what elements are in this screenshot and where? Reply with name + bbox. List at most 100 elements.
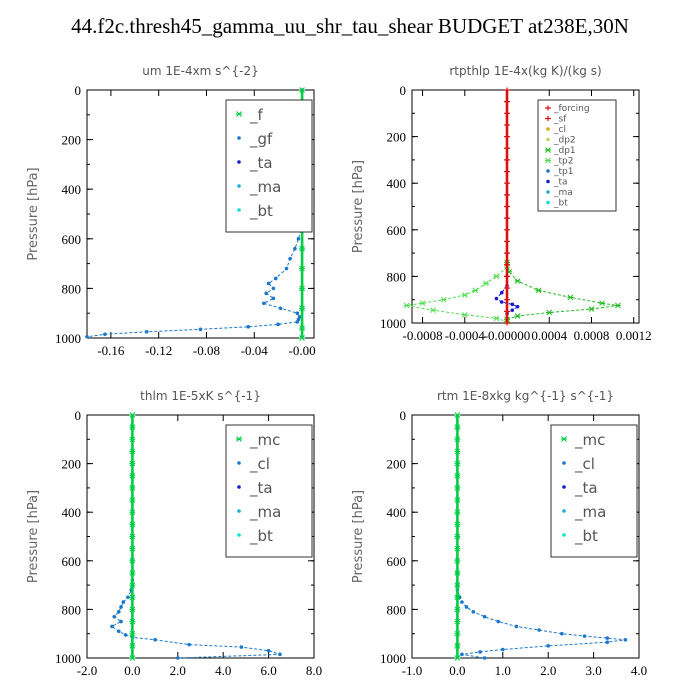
series-dp1: [504, 259, 621, 323]
data-point: [144, 330, 149, 334]
data-point: [454, 497, 461, 503]
legend-item: _bt: [574, 527, 598, 546]
y-tick-label: 600: [62, 232, 82, 247]
legend-marker: [237, 160, 241, 164]
x-tick-label: 6.0: [260, 663, 276, 678]
legend-item: _f: [249, 106, 264, 125]
data-point: [454, 630, 461, 637]
data-point: [504, 157, 511, 163]
panel-title: um 1E-4xm s^{-2}: [142, 64, 258, 78]
data-point: [582, 634, 587, 638]
data-point: [588, 306, 595, 312]
data-point: [129, 582, 136, 588]
legend-marker: [545, 116, 551, 121]
legend: _mc _cl _ta _ma _bt: [225, 424, 313, 558]
data-point: [273, 276, 278, 281]
data-point: [605, 636, 610, 640]
panel-2: rtpthlp 1E-4x(kg K)/(kg s) Pressure [hPa]…: [351, 64, 652, 343]
data-point: [121, 600, 126, 604]
data-point: [504, 308, 511, 314]
x-tick-label: -2.0: [77, 663, 98, 678]
data-point: [454, 460, 461, 467]
y-tick-label: 0: [75, 408, 82, 423]
legend-marker: [546, 190, 550, 194]
data-point: [454, 436, 461, 443]
data-point: [494, 296, 499, 301]
legend-item: _ta: [553, 178, 568, 188]
series-forcing: [504, 87, 511, 326]
data-point: [454, 485, 461, 491]
series-tp2: [403, 264, 511, 325]
data-point: [129, 557, 136, 564]
data-point: [454, 606, 461, 613]
data-point: [454, 521, 461, 528]
data-point: [266, 648, 271, 653]
y-tick-label: 0: [400, 408, 407, 423]
data-point: [264, 291, 269, 296]
y-tick-label: 200: [387, 130, 407, 145]
legend-marker: [546, 179, 550, 184]
data-point: [504, 122, 511, 128]
y-tick-label: 800: [62, 602, 82, 617]
x-tick-label: 2.0: [170, 663, 186, 678]
data-point: [472, 287, 479, 294]
data-point: [504, 297, 511, 303]
data-point: [129, 485, 136, 491]
y-tick-label: 400: [62, 182, 82, 197]
panel-title: thlm 1E-5xK s^{-1}: [140, 389, 261, 403]
y-tick-label: 600: [62, 554, 82, 569]
data-point: [515, 304, 520, 309]
legend-marker: [562, 509, 566, 513]
x-tick-label: 2.0: [540, 663, 556, 678]
y-axis-label: Pressure [hPa]: [351, 490, 366, 583]
data-point: [119, 619, 123, 624]
data-point: [299, 245, 306, 252]
data-point: [112, 614, 117, 619]
data-point: [153, 637, 157, 642]
legend-item: _ma: [574, 503, 606, 522]
data-point: [262, 301, 266, 306]
data-point: [496, 619, 501, 624]
data-point: [299, 325, 306, 331]
data-point: [126, 595, 130, 600]
data-point: [129, 424, 136, 431]
data-point: [103, 332, 107, 337]
x-tick-label: 4.0: [215, 663, 231, 678]
data-point: [299, 265, 306, 272]
legend-marker: [545, 105, 551, 111]
y-tick-label: 1000: [55, 331, 81, 346]
y-tick-label: 1000: [380, 651, 406, 666]
data-point: [116, 629, 121, 634]
data-point: [460, 652, 464, 657]
data-point: [504, 285, 511, 291]
y-tick-label: 200: [387, 457, 407, 472]
data-point: [560, 631, 564, 636]
data-point: [129, 412, 136, 418]
legend-item: _ma: [553, 188, 573, 198]
data-point: [278, 652, 282, 657]
data-point: [546, 644, 550, 648]
data-point: [454, 448, 461, 455]
legend-item: _ta: [249, 154, 273, 173]
panel-title: rtpthlp 1E-4x(kg K)/(kg s): [449, 64, 601, 78]
legend: _mc _cl _ta _ma _bt: [550, 424, 638, 558]
data-point: [504, 320, 511, 326]
y-tick-label: 800: [387, 269, 407, 284]
legend-item: _ta: [574, 479, 598, 498]
data-point: [129, 472, 136, 479]
legend-marker: [545, 157, 551, 164]
data-point: [504, 250, 511, 256]
data-point: [454, 594, 461, 601]
data-point: [504, 238, 511, 244]
legend-marker: [237, 208, 241, 212]
data-point: [471, 610, 476, 614]
data-point: [129, 448, 136, 455]
x-tick-label: 4.0: [631, 663, 647, 678]
y-tick-label: 400: [62, 505, 82, 520]
data-point: [535, 287, 542, 294]
data-point: [514, 313, 521, 319]
series-mc: [454, 412, 461, 661]
legend: _f _gf _ta _ma _bt: [225, 99, 313, 233]
panel-title: rtm 1E-8xkg kg^{-1} s^{-1}: [437, 389, 614, 403]
legend-item: _cl: [553, 125, 566, 135]
